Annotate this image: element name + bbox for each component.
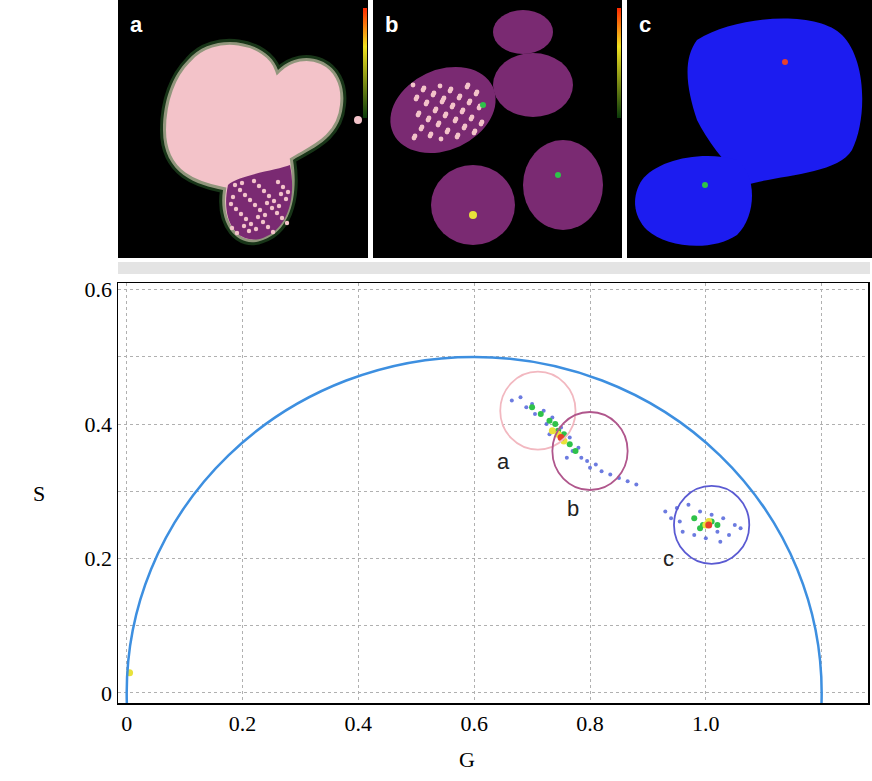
svg-text:G: G (459, 747, 475, 772)
svg-text:1.0: 1.0 (692, 711, 720, 736)
svg-text:b: b (385, 12, 398, 37)
svg-text:a: a (497, 449, 510, 474)
svg-text:c: c (663, 546, 674, 571)
svg-text:b: b (567, 496, 579, 521)
svg-text:0.4: 0.4 (345, 711, 373, 736)
svg-text:0.4: 0.4 (85, 412, 113, 437)
svg-text:S: S (33, 481, 45, 506)
svg-text:0: 0 (101, 681, 112, 706)
svg-text:0.8: 0.8 (576, 711, 604, 736)
svg-text:0.2: 0.2 (85, 546, 113, 571)
svg-text:0.6: 0.6 (460, 711, 488, 736)
svg-text:0.6: 0.6 (85, 277, 113, 302)
svg-text:0: 0 (121, 711, 132, 736)
svg-text:c: c (639, 12, 651, 37)
svg-text:a: a (130, 12, 143, 37)
svg-text:0.2: 0.2 (229, 711, 257, 736)
